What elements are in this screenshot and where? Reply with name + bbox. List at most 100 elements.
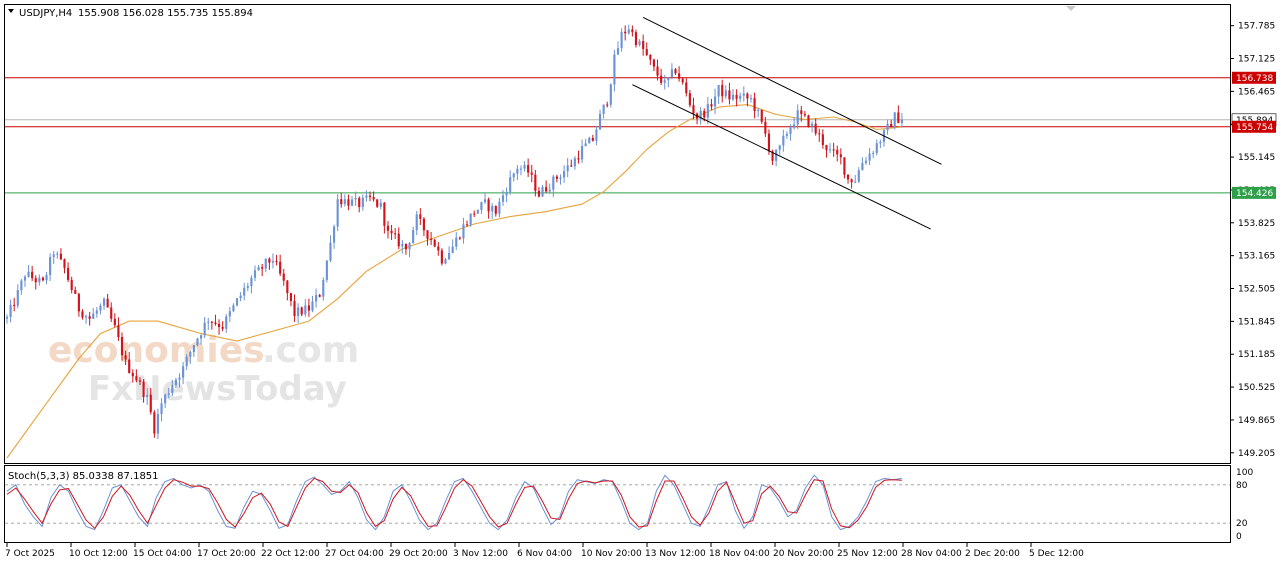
candle[interactable] [692,105,695,114]
candle[interactable] [153,412,156,434]
candle[interactable] [102,298,106,306]
candle[interactable] [365,195,368,198]
candle[interactable] [509,177,512,192]
candle[interactable] [505,191,508,196]
candle[interactable] [221,326,224,329]
candle[interactable] [775,149,778,161]
candle[interactable] [785,133,789,136]
candle[interactable] [232,305,235,312]
candle[interactable] [120,336,124,356]
candle[interactable] [624,31,627,34]
candle[interactable] [59,253,62,260]
candle[interactable] [595,129,598,141]
candle[interactable] [189,352,192,357]
candle[interactable] [451,246,454,253]
candle[interactable] [217,323,221,327]
candle[interactable] [49,257,52,275]
candle[interactable] [99,305,102,311]
candle[interactable] [796,110,799,125]
candle[interactable] [329,242,332,261]
candle[interactable] [462,224,465,239]
candle[interactable] [703,110,706,118]
candle[interactable] [412,230,415,244]
candle[interactable] [257,267,260,271]
candle[interactable] [688,93,691,106]
candle[interactable] [875,143,878,153]
candle[interactable] [95,310,98,314]
candle[interactable] [264,258,267,269]
candle[interactable] [814,123,817,134]
candle[interactable] [900,119,904,124]
candle[interactable] [422,218,425,231]
candle[interactable] [545,187,548,192]
candle[interactable] [577,158,580,160]
candle[interactable] [253,270,257,278]
candle[interactable] [609,84,612,105]
candle[interactable] [300,307,303,315]
candle[interactable] [124,355,127,360]
candle[interactable] [803,114,806,116]
candle[interactable] [408,243,411,250]
candle[interactable] [476,209,479,214]
candle[interactable] [347,199,350,206]
candle[interactable] [167,393,170,395]
candle[interactable] [455,237,458,247]
candle[interactable] [41,277,45,281]
candle[interactable] [868,153,871,161]
candle[interactable] [753,98,756,112]
candle[interactable] [304,305,307,315]
candle[interactable] [376,199,379,207]
candle[interactable] [164,394,167,404]
candles-layer[interactable] [5,24,904,439]
candle[interactable] [487,199,490,212]
candle[interactable] [656,66,659,76]
candle[interactable] [386,225,390,231]
candle[interactable] [340,199,343,205]
candle[interactable] [527,165,530,173]
candle[interactable] [494,206,497,214]
candle[interactable] [372,197,375,200]
candle[interactable] [501,195,505,202]
candle[interactable] [512,173,515,178]
candle[interactable] [465,224,469,226]
candle[interactable] [160,403,163,415]
candle[interactable] [34,278,37,283]
candle[interactable] [818,133,821,135]
candle[interactable] [685,82,688,94]
candle[interactable] [552,176,555,190]
candle[interactable] [203,322,206,336]
candle[interactable] [106,298,109,308]
candle[interactable] [117,325,120,337]
candle[interactable] [728,90,731,100]
candle[interactable] [890,123,893,128]
candle[interactable] [63,259,66,268]
channel-upper-line[interactable] [642,16,942,165]
candle[interactable] [397,233,400,247]
candle[interactable] [142,381,145,398]
candle[interactable] [268,258,271,263]
candle[interactable] [383,202,386,226]
chart-scroll-marker-icon[interactable] [1066,6,1076,11]
candle[interactable] [315,295,318,302]
candle[interactable] [149,394,152,413]
candle[interactable] [128,359,131,373]
candle[interactable] [38,277,41,283]
candle[interactable] [570,165,573,167]
candle[interactable] [440,250,443,264]
candle[interactable] [721,84,724,97]
candle[interactable] [480,202,483,210]
candle[interactable] [760,109,763,122]
candle[interactable] [332,226,336,243]
candle[interactable] [275,261,278,263]
candle[interactable] [710,104,713,107]
candle[interactable] [649,54,652,60]
candle[interactable] [580,146,584,160]
candle[interactable] [864,160,868,163]
candle[interactable] [821,134,824,146]
candle[interactable] [789,127,792,134]
candle[interactable] [897,112,900,124]
candle[interactable] [807,115,810,127]
candle[interactable] [289,293,293,302]
candle[interactable] [350,199,354,206]
candle[interactable] [52,254,55,258]
